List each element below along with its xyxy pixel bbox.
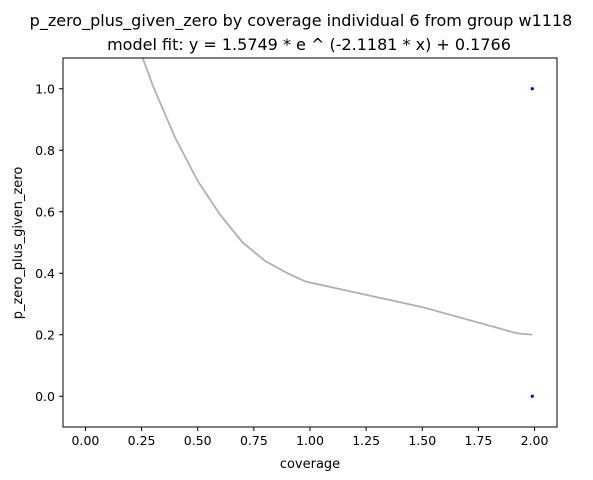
scatter-points-layer xyxy=(530,87,534,398)
y-tick-label-4: 0.8 xyxy=(35,143,55,158)
scatter-point-0 xyxy=(530,87,534,91)
x-tick-label-4: 1.00 xyxy=(296,433,324,448)
x-tick-label-6: 1.50 xyxy=(408,433,436,448)
scatter-point-1 xyxy=(530,394,534,398)
y-axis-ticks: 0.0 0.2 0.4 0.6 0.8 1.0 xyxy=(35,81,63,404)
y-tick-label-0: 0.0 xyxy=(35,389,55,404)
y-tick-label-5: 1.0 xyxy=(35,81,55,96)
x-tick-label-7: 1.75 xyxy=(464,433,492,448)
x-tick-label-1: 0.25 xyxy=(128,433,156,448)
x-tick-label-0: 0.00 xyxy=(72,433,100,448)
x-tick-label-3: 0.75 xyxy=(240,433,268,448)
x-axis-label: coverage xyxy=(280,457,340,472)
x-tick-label-2: 0.50 xyxy=(184,433,212,448)
x-axis-ticks: 0.00 0.25 0.50 0.75 1.00 1.25 1.50 1.75 2.00 xyxy=(72,427,549,448)
y-tick-label-1: 0.2 xyxy=(35,327,55,342)
fit-curve-layer xyxy=(141,58,533,336)
y-tick-label-2: 0.4 xyxy=(35,266,55,281)
y-axis-label: p_zero_plus_given_zero xyxy=(11,167,26,320)
chart-title: p_zero_plus_given_zero by coverage indiv… xyxy=(30,11,573,31)
fit-curve-line xyxy=(141,58,533,336)
chart-subtitle: model fit: y = 1.5749 * e ^ (-2.1181 * x… xyxy=(107,35,511,54)
x-tick-label-8: 2.00 xyxy=(521,433,549,448)
y-tick-label-3: 0.6 xyxy=(35,204,55,219)
x-tick-label-5: 1.25 xyxy=(352,433,380,448)
